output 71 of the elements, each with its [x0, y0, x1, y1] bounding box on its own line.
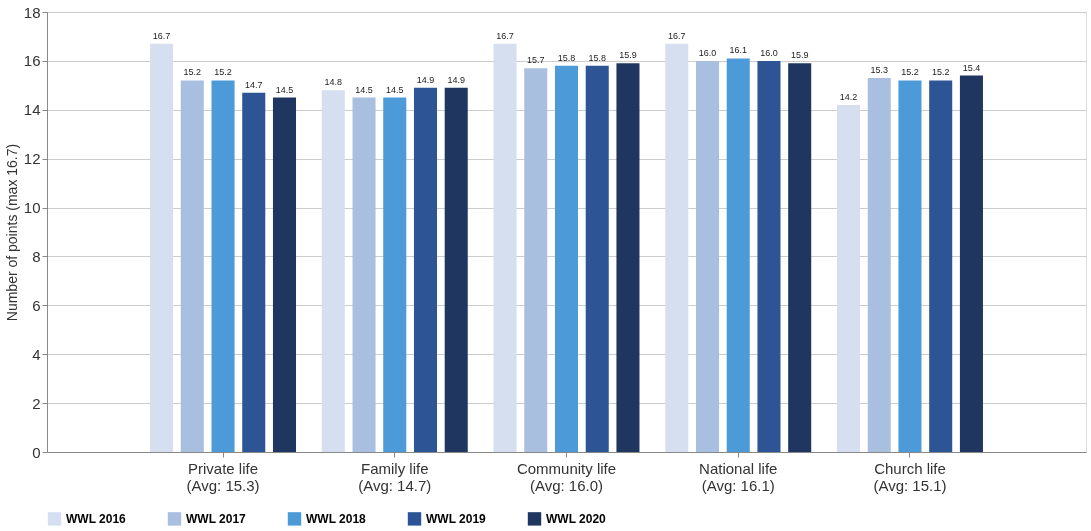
bar [585, 65, 609, 452]
data-label: 16.7 [152, 30, 171, 41]
data-label: 14.5 [386, 84, 404, 95]
bar [180, 80, 204, 452]
bar [554, 65, 579, 452]
data-label: 16.0 [760, 47, 778, 58]
bar [726, 58, 750, 452]
bar [836, 104, 861, 452]
bar [413, 87, 438, 452]
legend-label: WWL 2019 [426, 511, 487, 526]
data-label: 15.2 [214, 67, 232, 78]
bar [383, 97, 407, 452]
bar [150, 43, 174, 452]
data-label: 14.8 [324, 77, 343, 88]
bar [665, 43, 689, 452]
y-tick-label: 0 [32, 443, 41, 461]
x-tick-label: Church life (Avg: 15.1) [873, 459, 947, 494]
data-label: 14.7 [244, 79, 263, 90]
y-tick-label: 10 [23, 199, 41, 217]
bar [867, 78, 891, 452]
data-label: 15.8 [588, 52, 606, 63]
bar [352, 97, 376, 452]
legend-label: WWL 2018 [306, 511, 367, 526]
data-label: 15.2 [931, 67, 950, 78]
x-tick-label: National life (Avg: 16.1) [699, 459, 778, 494]
y-tick-label: 2 [32, 394, 41, 412]
y-tick-label: 8 [32, 247, 41, 265]
x-tick-label: Family life (Avg: 14.7) [358, 459, 432, 494]
bar [757, 60, 781, 452]
data-label: 14.9 [416, 74, 435, 85]
data-label: 15.9 [790, 50, 809, 61]
bar [272, 97, 297, 452]
data-label: 16.0 [698, 47, 717, 58]
y-tick-label: 18 [23, 3, 41, 21]
bar [321, 90, 345, 452]
bar [211, 80, 235, 452]
y-axis-title: Number of points (max 16.7) [3, 143, 20, 322]
data-label: 15.4 [962, 62, 981, 73]
y-tick-label: 14 [23, 101, 41, 119]
y-tick-label: 12 [23, 150, 41, 168]
bar [959, 75, 983, 452]
data-label: 16.7 [496, 30, 514, 41]
data-label: 14.9 [447, 74, 465, 85]
data-label: 16.7 [668, 30, 686, 41]
bar [695, 60, 720, 452]
data-label: 15.2 [183, 67, 202, 78]
data-label: 15.3 [870, 65, 889, 75]
data-label: 14.5 [275, 84, 294, 95]
x-tick-label: Community life (Avg: 16.0) [516, 459, 617, 494]
data-label: 16.1 [729, 45, 747, 56]
y-tick-label: 16 [23, 52, 41, 70]
data-label: 15.8 [557, 52, 576, 63]
bar [524, 68, 548, 452]
data-label: 15.7 [527, 55, 545, 66]
y-tick-label: 6 [32, 296, 41, 314]
data-label: 14.5 [355, 84, 373, 95]
data-label: 15.2 [901, 67, 919, 78]
legend-label: WWL 2017 [186, 511, 247, 526]
bar [616, 63, 640, 452]
data-label: 15.9 [619, 50, 637, 61]
legend-label: WWL 2020 [546, 511, 607, 526]
legend-label: WWL 2016 [66, 511, 127, 526]
bar [788, 63, 812, 452]
y-tick-label: 4 [32, 345, 41, 363]
bar [898, 80, 922, 452]
data-label: 14.2 [839, 91, 858, 102]
x-tick-label: Private life (Avg: 15.3) [186, 459, 260, 494]
bar [444, 87, 468, 452]
bar [493, 43, 517, 452]
bar [929, 80, 953, 452]
bar [242, 92, 266, 452]
